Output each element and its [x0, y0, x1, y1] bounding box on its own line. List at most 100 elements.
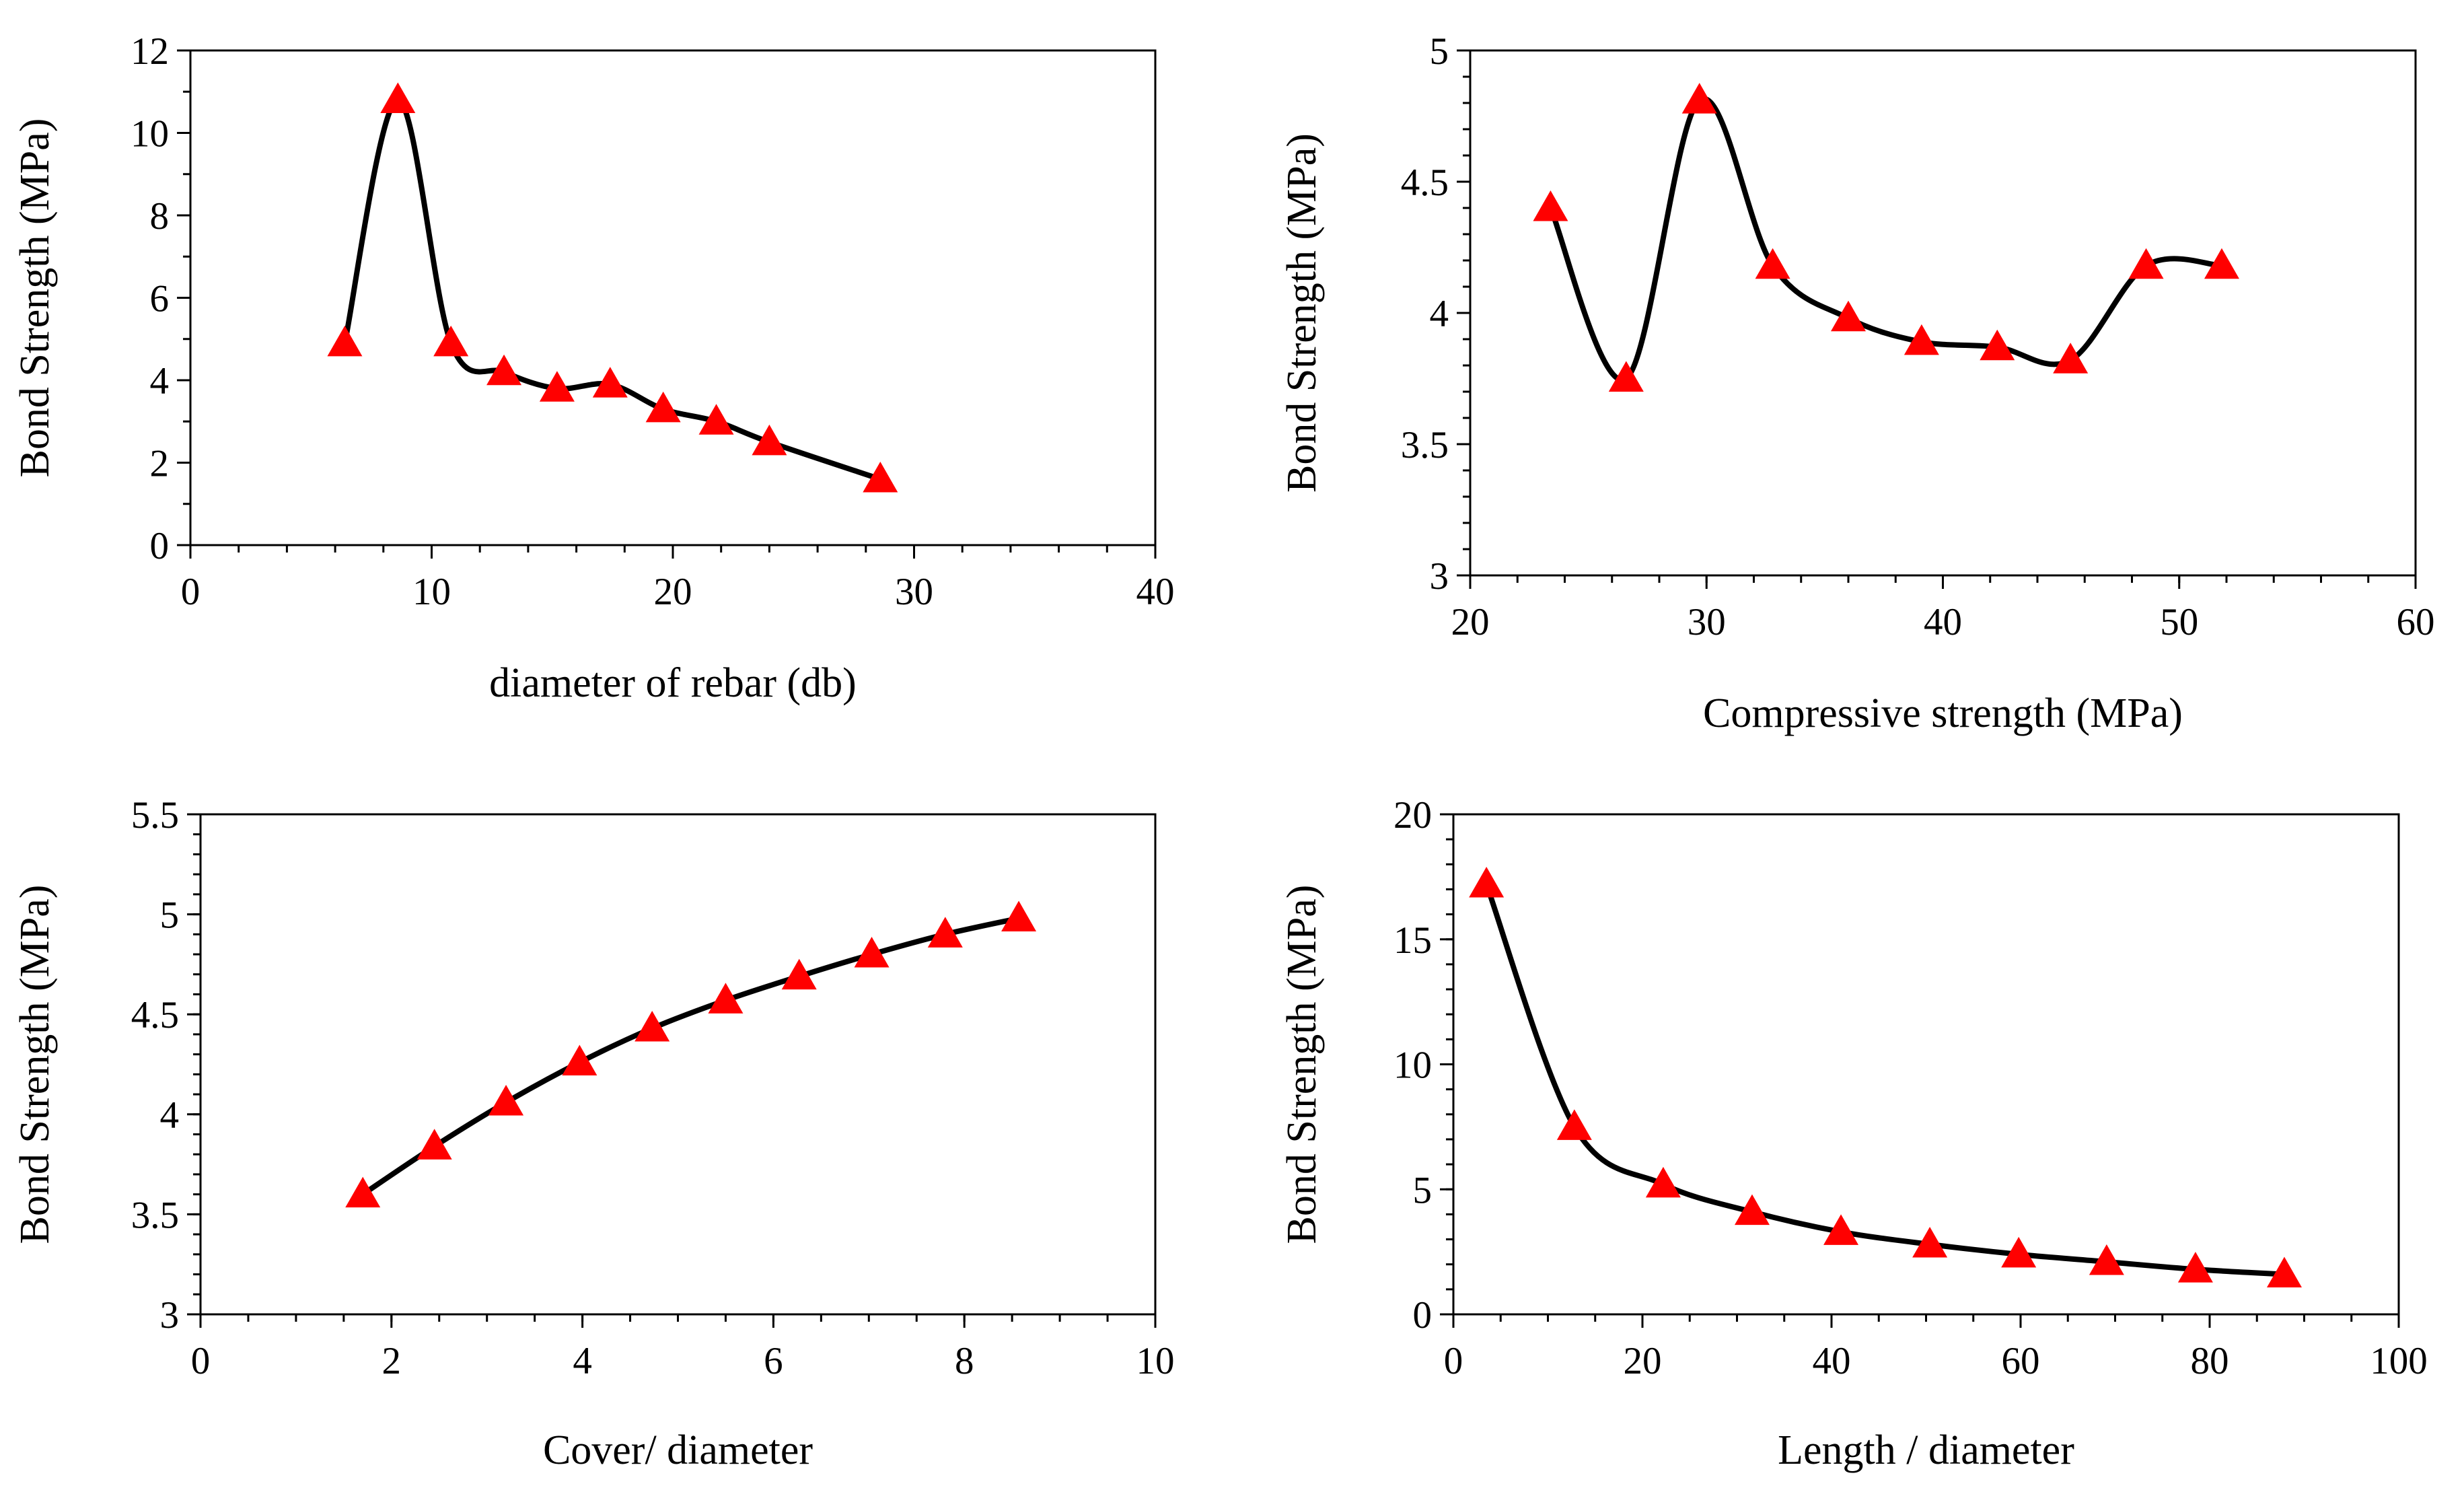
data-point-marker — [2001, 1236, 2037, 1268]
y-tick-label: 0 — [1413, 1294, 1433, 1337]
x-axis-title: Compressive strength (MPa) — [1703, 690, 2183, 736]
data-point-marker — [2053, 343, 2089, 374]
x-tick-label: 20 — [1624, 1340, 1662, 1382]
data-point-marker — [539, 371, 575, 402]
x-tick-label: 60 — [2397, 601, 2435, 643]
data-point-marker — [1469, 867, 1505, 898]
data-point-marker — [1681, 83, 1717, 114]
x-tick-label: 2 — [382, 1340, 402, 1382]
y-tick-label: 10 — [1393, 1044, 1432, 1087]
y-tick-label: 8 — [150, 195, 170, 238]
y-tick-label: 4 — [160, 1094, 180, 1137]
chart-rebar-diameter: 0 10 20 30 40 0 2 4 6 8 10 12 diameter of rebar (db)… — [12, 30, 1175, 706]
x-tick-label: 0 — [191, 1340, 211, 1382]
y-tick-label: 3 — [160, 1294, 180, 1337]
data-point-marker — [1755, 248, 1790, 279]
y-tick-label: 6 — [150, 278, 170, 320]
x-tick-label: 0 — [1444, 1340, 1463, 1382]
x-tick-label: 8 — [955, 1340, 974, 1382]
data-point-marker — [1904, 324, 1939, 355]
data-point-marker — [1823, 1214, 1859, 1245]
y-tick-label: 5 — [1430, 30, 1449, 73]
x-tick-label: 0 — [181, 571, 201, 613]
y-tick-label: 5 — [1413, 1169, 1433, 1211]
x-tick-label: 50 — [2160, 601, 2198, 643]
data-point-marker — [380, 82, 416, 113]
data-point-marker — [1001, 900, 1037, 932]
x-tick-label: 10 — [1136, 1340, 1175, 1382]
y-axis-title: Bond Strength (MPa) — [12, 118, 58, 478]
data-point-marker — [345, 1176, 381, 1208]
data-point-marker — [1645, 1166, 1681, 1198]
chart-compressive-strength: 20 30 40 50 60 3 3.5 4 4.5 5 Compressive strength … — [1279, 30, 2435, 736]
data-point-marker — [1734, 1194, 1770, 1225]
data-point-marker — [2128, 248, 2164, 279]
data-point-marker — [708, 983, 744, 1014]
data-point-marker — [1608, 361, 1644, 392]
data-point-marker — [752, 424, 787, 456]
x-axis-title: Length / diameter — [1778, 1427, 2074, 1473]
data-point-marker — [327, 325, 363, 357]
data-point-marker — [645, 391, 681, 423]
data-point-marker — [1556, 1109, 1592, 1140]
x-tick-label: 4 — [573, 1340, 592, 1382]
y-tick-label: 20 — [1393, 794, 1432, 837]
y-tick-label: 5.5 — [131, 794, 179, 837]
data-point-marker — [781, 958, 817, 990]
data-point-marker — [486, 354, 522, 386]
y-tick-label: 4 — [150, 360, 170, 402]
data-point-marker — [1831, 300, 1866, 332]
data-point-marker — [592, 367, 628, 398]
y-tick-label: 3.5 — [131, 1194, 179, 1236]
x-axis-title: Cover/ diameter — [543, 1427, 813, 1473]
x-tick-label: 40 — [1924, 601, 1962, 643]
data-point-marker — [562, 1044, 597, 1076]
data-point-marker — [2177, 1252, 2213, 1283]
y-tick-label: 4.5 — [1401, 162, 1449, 204]
series-line — [360, 915, 1022, 1197]
y-tick-label: 0 — [150, 525, 170, 567]
y-tick-label: 4.5 — [131, 994, 179, 1036]
data-point-marker — [2266, 1256, 2302, 1288]
x-tick-label: 30 — [895, 571, 933, 613]
y-tick-label: 15 — [1393, 919, 1432, 962]
x-tick-label: 30 — [1688, 601, 1726, 643]
x-tick-label: 60 — [2002, 1340, 2040, 1382]
x-tick-label: 10 — [412, 571, 451, 613]
y-tick-label: 2 — [150, 443, 170, 485]
x-tick-label: 100 — [2370, 1340, 2428, 1382]
chart-cover-diameter: 0 2 4 6 8 10 3 3.5 4 4.5 5 5.5 Cover/ diameter Bond S… — [12, 794, 1175, 1473]
data-point-marker — [2204, 248, 2239, 279]
y-axis-title: Bond Strength (MPa) — [1279, 133, 1325, 493]
data-point-marker — [854, 937, 890, 968]
data-point-marker — [1533, 190, 1568, 221]
y-tick-label: 4 — [1430, 293, 1449, 335]
y-axis-title: Bond Strength (MPa) — [1279, 885, 1325, 1244]
data-point-marker — [433, 325, 469, 357]
data-point-marker — [1912, 1226, 1948, 1258]
data-point-marker — [1980, 329, 2015, 361]
y-tick-label: 3.5 — [1401, 424, 1449, 466]
data-point-marker — [2089, 1244, 2124, 1275]
x-tick-label: 40 — [1813, 1340, 1851, 1382]
x-tick-label: 20 — [1451, 601, 1490, 643]
y-tick-label: 5 — [160, 894, 180, 937]
data-point-marker — [927, 917, 963, 948]
data-point-marker — [863, 462, 898, 493]
x-tick-label: 80 — [2191, 1340, 2229, 1382]
data-point-marker — [488, 1084, 524, 1116]
y-tick-label: 10 — [131, 113, 169, 155]
x-tick-label: 20 — [654, 571, 692, 613]
data-point-marker — [416, 1129, 452, 1160]
series-line — [1548, 96, 2224, 383]
y-axis-title: Bond Strength (MPa) — [12, 885, 58, 1244]
y-tick-label: 3 — [1430, 555, 1449, 598]
data-point-marker — [635, 1011, 670, 1042]
x-tick-label: 40 — [1136, 571, 1175, 613]
chart-length-diameter: 0 20 40 60 80 100 0 5 10 15 20 Length / diameter Bon… — [1279, 794, 2428, 1473]
y-tick-label: 12 — [131, 30, 169, 73]
x-tick-label: 6 — [764, 1340, 783, 1382]
x-axis-title: diameter of rebar (db) — [489, 660, 857, 706]
